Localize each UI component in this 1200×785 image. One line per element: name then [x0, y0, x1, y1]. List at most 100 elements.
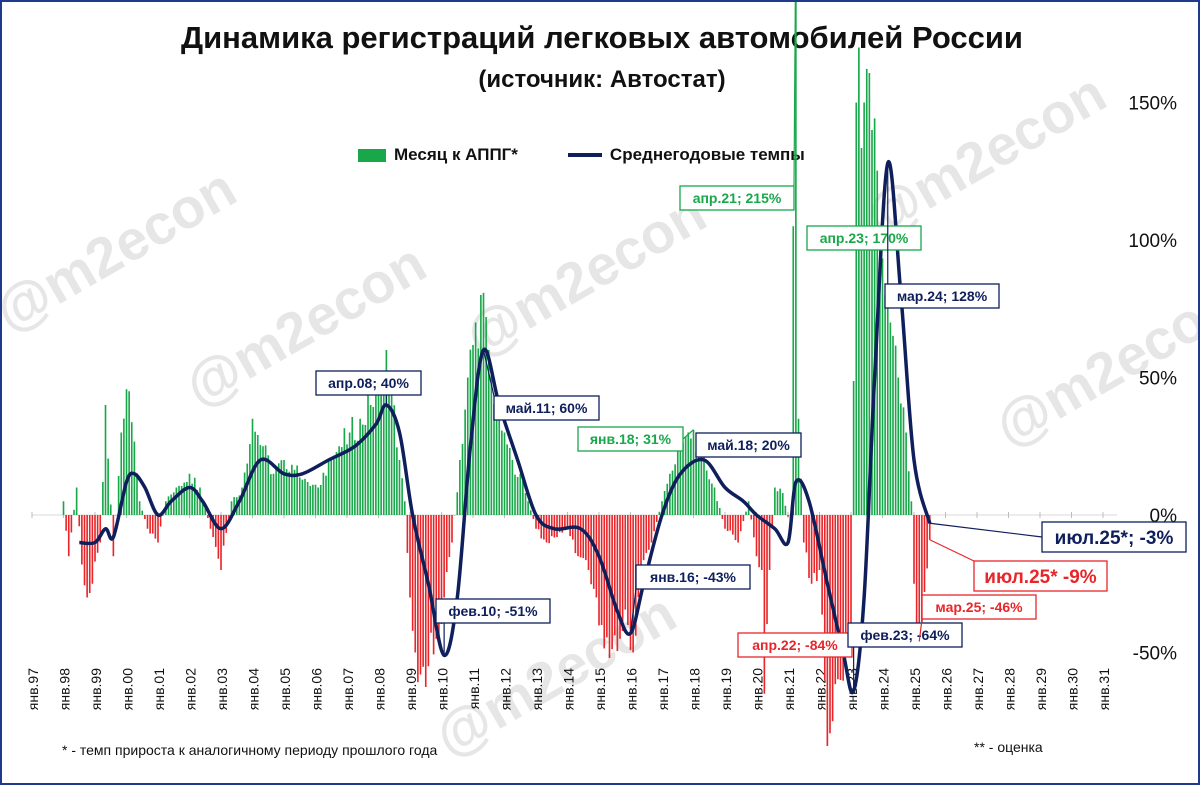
monthly-yoy-bar [490, 365, 493, 515]
monthly-yoy-bar [705, 470, 708, 515]
footnote-left: * - темп прироста к аналогичному периоду… [62, 742, 438, 758]
monthly-yoy-bar [574, 515, 577, 554]
monthly-yoy-bar [495, 405, 498, 515]
monthly-yoy-bar [858, 47, 860, 515]
monthly-yoy-bar [640, 515, 642, 570]
monthly-yoy-bar [144, 515, 146, 520]
callout-label: апр.21; 215% [693, 190, 782, 206]
monthly-yoy-bar [921, 515, 923, 628]
monthly-yoy-bar [312, 484, 314, 515]
monthly-yoy-bar [293, 469, 296, 515]
callout-label: май.11; 60% [506, 400, 588, 416]
monthly-yoy-bar [600, 515, 603, 625]
monthly-yoy-bar [865, 68, 868, 516]
monthly-yoy-bar [750, 515, 753, 520]
monthly-yoy-bar [65, 515, 67, 531]
monthly-yoy-bar [808, 515, 810, 579]
monthly-yoy-bar [755, 515, 758, 557]
monthly-yoy-bar [658, 511, 661, 515]
monthly-yoy-bar [511, 460, 514, 515]
callout-leader [482, 349, 495, 397]
monthly-yoy-bar [579, 515, 582, 558]
monthly-yoy-bar [75, 487, 78, 515]
monthly-yoy-bar [703, 460, 705, 515]
x-tick-label: янв.05 [277, 668, 293, 710]
monthly-yoy-bar [590, 515, 592, 585]
monthly-yoy-bar [894, 345, 897, 515]
monthly-yoy-bar [592, 515, 595, 589]
legend-bar-label: Месяц к АППГ* [394, 145, 518, 164]
monthly-yoy-bar [319, 485, 322, 515]
monthly-yoy-bar [385, 350, 388, 515]
monthly-yoy-bar [107, 458, 109, 515]
monthly-yoy-bar [304, 478, 306, 515]
monthly-yoy-bar [900, 403, 902, 515]
monthly-yoy-bar [330, 458, 333, 515]
monthly-yoy-bar [653, 515, 655, 532]
monthly-yoy-bar [191, 483, 193, 515]
callout-box [884, 283, 1000, 309]
monthly-yoy-bar [464, 409, 466, 515]
monthly-yoy-bar [178, 485, 180, 515]
monthly-yoy-bar [133, 441, 136, 515]
monthly-yoy-bar [414, 515, 417, 653]
x-tick-label: янв.14 [561, 668, 577, 710]
monthly-yoy-bar [474, 322, 477, 515]
monthly-yoy-bar [364, 424, 367, 515]
monthly-yoy-bar [697, 434, 700, 515]
monthly-yoy-bar [443, 515, 445, 598]
monthly-yoy-bar [732, 515, 734, 535]
monthly-yoy-bar [734, 515, 737, 541]
monthly-yoy-bar [889, 322, 892, 515]
monthly-yoy-bar [671, 470, 674, 515]
monthly-yoy-bar [800, 478, 802, 515]
monthly-yoy-bar [78, 515, 81, 527]
monthly-yoy-bar [188, 473, 191, 515]
monthly-yoy-bar [432, 515, 435, 655]
monthly-yoy-bar [582, 515, 585, 559]
monthly-yoy-bar [406, 515, 409, 553]
monthly-yoy-bar [445, 515, 448, 572]
callout-label: апр.08; 40% [328, 375, 409, 391]
x-tick-label: янв.12 [498, 668, 514, 710]
monthly-yoy-bar [222, 515, 225, 546]
monthly-yoy-bar [540, 515, 543, 539]
x-tick-label: янв.03 [214, 668, 230, 710]
monthly-yoy-bar [787, 515, 789, 517]
monthly-yoy-bar [493, 404, 495, 515]
monthly-yoy-bar [650, 515, 653, 543]
x-tick-label: янв.09 [403, 668, 419, 710]
monthly-yoy-bar [477, 348, 480, 515]
monthly-yoy-bar [212, 515, 214, 538]
monthly-yoy-bar [380, 391, 382, 515]
monthly-yoy-bar [905, 432, 907, 515]
monthly-yoy-bar [524, 493, 527, 515]
monthly-yoy-bar [424, 515, 427, 688]
monthly-yoy-bar [343, 428, 346, 515]
monthly-yoy-bar [850, 515, 852, 639]
monthly-yoy-bar [354, 440, 356, 515]
monthly-yoy-bar [256, 435, 259, 515]
x-tick-label: янв.29 [1033, 668, 1049, 710]
monthly-yoy-bar [146, 515, 149, 529]
monthly-yoy-bar [810, 515, 813, 584]
monthly-yoy-bar [645, 515, 648, 553]
x-tick-label: янв.11 [466, 668, 482, 709]
monthly-yoy-bar [624, 515, 627, 610]
monthly-yoy-bar [377, 386, 380, 515]
monthly-yoy-bar [771, 515, 774, 528]
monthly-yoy-bar [831, 515, 834, 722]
monthly-yoy-bar [120, 432, 123, 515]
monthly-yoy-bar [136, 473, 138, 515]
monthly-yoy-bar [335, 452, 338, 515]
monthly-yoy-bar [711, 483, 713, 515]
monthly-yoy-bar [172, 492, 175, 515]
x-tick-label: янв.17 [655, 668, 671, 710]
monthly-yoy-bar [847, 515, 850, 625]
monthly-yoy-bar [338, 446, 340, 515]
x-tick-label: янв.31 [1096, 668, 1112, 710]
monthly-yoy-bar [149, 515, 151, 534]
monthly-yoy-bar [855, 102, 858, 515]
monthly-yoy-bar [629, 515, 632, 651]
monthly-yoy-bar [868, 73, 871, 515]
